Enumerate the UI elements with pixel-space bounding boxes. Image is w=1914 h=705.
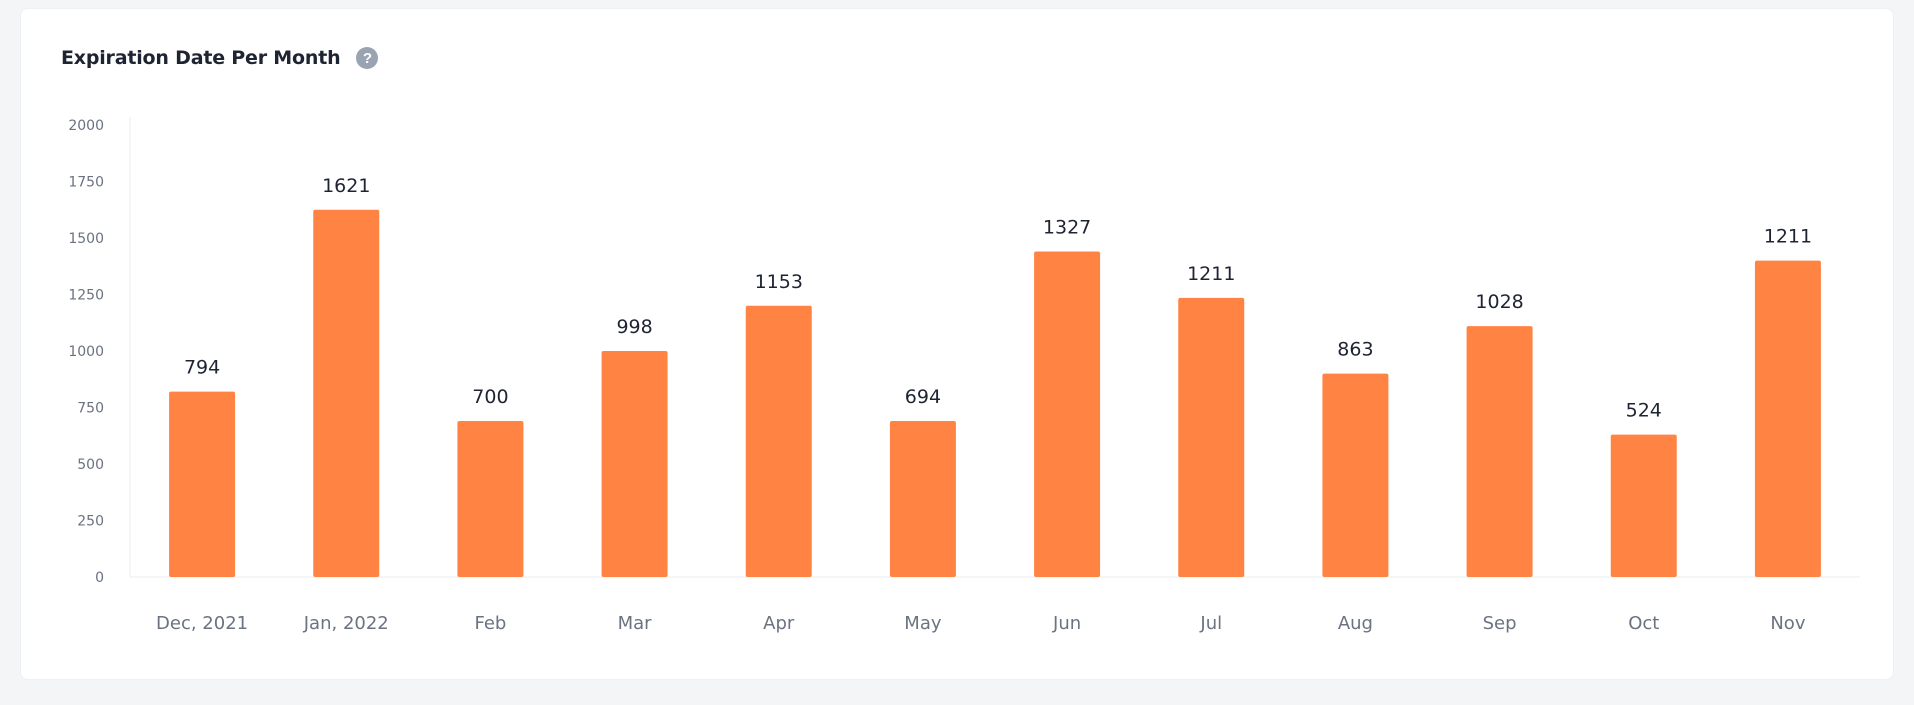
x-tick-label: Oct [1628,613,1659,634]
bar [1322,373,1389,577]
help-icon[interactable]: ? [356,47,379,69]
data-label: 1211 [1764,226,1812,248]
data-label: 1327 [1043,217,1091,239]
y-tick-label: 250 [77,514,104,530]
y-tick-label: 1250 [68,288,104,304]
bar [457,421,524,577]
bar [745,305,812,577]
data-label: 700 [472,386,508,408]
data-label: 1028 [1475,291,1523,313]
x-tick-label: Jul [1199,613,1222,634]
y-tick-label: 750 [77,401,104,417]
data-label: 524 [1626,400,1662,422]
bar [313,209,380,577]
x-tick-label: Mar [618,613,653,634]
bar [1034,251,1101,577]
y-tick-label: 1750 [68,175,104,191]
y-tick-label: 500 [77,457,104,473]
data-label: 794 [184,357,220,379]
data-label: 1621 [322,175,370,197]
bar [601,351,668,577]
bar [1466,326,1533,577]
chart-title: Expiration Date Per Month [61,47,341,69]
data-label: 1153 [755,271,803,293]
x-tick-label: Nov [1770,613,1805,634]
data-label: 1211 [1187,263,1235,285]
x-tick-label: Jan, 2022 [303,613,389,634]
data-label: 863 [1337,339,1373,361]
x-tick-label: Dec, 2021 [156,613,248,634]
y-tick-label: 2000 [68,118,104,134]
data-label: 694 [905,386,941,408]
bar [1754,260,1821,577]
y-tick-label: 1000 [68,344,104,360]
x-tick-label: Aug [1338,613,1373,634]
y-tick-label: 1500 [68,231,104,247]
x-tick-label: May [904,613,942,634]
x-tick-label: Feb [474,613,506,634]
bar [1178,297,1245,577]
y-tick-label: 0 [95,570,104,586]
bar [1610,434,1677,577]
bar [889,421,956,577]
bar [169,391,236,577]
x-tick-label: Sep [1483,613,1517,634]
data-label: 998 [616,316,652,338]
x-tick-label: Jun [1052,613,1081,634]
card-header: Expiration Date Per Month ? [61,47,379,69]
x-tick-label: Apr [763,613,795,634]
